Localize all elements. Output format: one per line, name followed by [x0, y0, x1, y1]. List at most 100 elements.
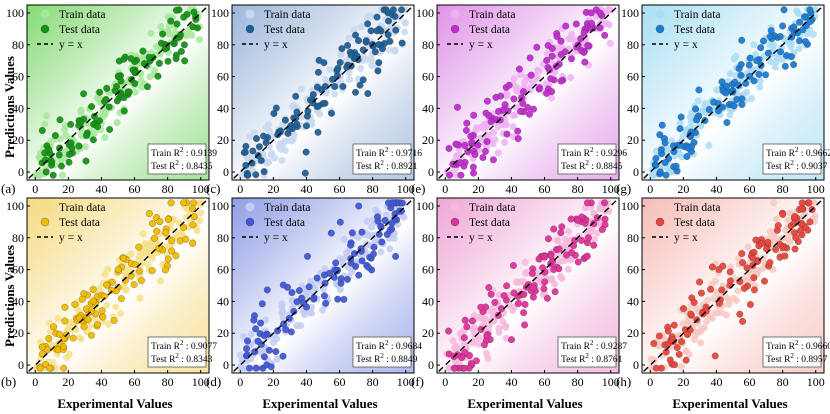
train-point — [262, 316, 270, 324]
test-point — [113, 83, 121, 90]
test-point — [508, 336, 515, 344]
identity-line — [643, 6, 823, 179]
test-point — [738, 36, 746, 44]
train-point — [265, 127, 273, 135]
legend-line-label: y = x — [59, 232, 83, 244]
test-point — [547, 75, 555, 83]
legend-test-label: Test data — [59, 24, 100, 36]
test-point — [367, 27, 375, 35]
test-point — [244, 337, 251, 345]
test-point — [65, 150, 73, 158]
train-point — [197, 199, 205, 207]
test-point — [382, 6, 390, 14]
test-point — [38, 127, 46, 134]
test-point — [56, 330, 64, 338]
test-point — [452, 140, 460, 148]
test-point — [315, 56, 323, 64]
test-point — [701, 117, 709, 124]
test-point — [557, 229, 565, 237]
test-point — [574, 258, 582, 266]
train-point — [787, 43, 795, 51]
train-point — [509, 111, 517, 119]
test-point — [561, 48, 569, 56]
test-point — [98, 307, 106, 315]
train-point — [345, 34, 353, 42]
y-tick-label: 80 — [217, 38, 229, 52]
test-point — [758, 239, 766, 247]
test-point — [730, 102, 738, 110]
test-r2-text: Test R2 : 0.8921 — [356, 159, 418, 172]
x-axis-label-2: Experimental Values — [262, 396, 377, 411]
y-tick-label: 80 — [422, 38, 434, 52]
train-point — [121, 285, 129, 293]
legend-test-marker — [655, 217, 665, 227]
test-point — [652, 161, 660, 169]
test-point — [489, 156, 497, 164]
test-point — [136, 267, 144, 275]
test-point — [601, 31, 609, 39]
x-tick-label: 100 — [397, 182, 415, 196]
train-point — [449, 337, 457, 345]
train-point — [494, 123, 502, 131]
train-r2-text: Train R2 : 0.9716 — [356, 146, 422, 159]
test-point — [45, 335, 53, 343]
test-point — [583, 252, 591, 260]
test-point — [375, 59, 383, 67]
test-point — [590, 241, 598, 249]
legend-train-marker — [655, 202, 665, 212]
test-point — [456, 159, 464, 167]
train-point — [145, 241, 153, 249]
test-point — [557, 77, 565, 85]
test-point — [164, 57, 172, 65]
y-axis-label-bottom: Predictions Values — [2, 245, 17, 347]
test-point — [334, 64, 342, 72]
test-point — [733, 95, 741, 103]
test-point — [514, 127, 522, 135]
x-tick-label: 80 — [572, 375, 584, 389]
train-point — [75, 334, 83, 342]
legend: Train data Test data y = x — [652, 202, 721, 244]
train-point — [759, 254, 767, 262]
train-point — [402, 19, 410, 27]
x-tick-label: 60 — [334, 182, 346, 196]
test-point — [56, 116, 64, 124]
test-point — [661, 159, 669, 166]
test-point — [509, 262, 517, 269]
train-point — [264, 121, 272, 129]
test-point — [693, 116, 700, 124]
train-point — [363, 13, 371, 21]
test-point — [110, 317, 118, 324]
legend-line-label: y = x — [674, 232, 698, 244]
test-point — [718, 78, 726, 86]
test-point — [89, 136, 97, 144]
test-point — [470, 169, 477, 177]
panel-label: (f) — [411, 374, 424, 389]
train-point — [59, 171, 67, 179]
test-point — [723, 119, 731, 126]
y-tick-label: 0 — [223, 165, 229, 179]
legend: Train data Test data y = x — [652, 9, 721, 51]
train-point — [311, 283, 319, 291]
test-point — [543, 56, 551, 64]
test-point — [450, 364, 458, 372]
test-point — [385, 17, 392, 25]
train-point — [678, 363, 686, 371]
test-point — [798, 220, 806, 228]
test-point — [145, 53, 153, 61]
legend-line-label: y = x — [469, 232, 493, 244]
y-tick-label: 60 — [627, 263, 639, 277]
legend-train-marker — [40, 9, 50, 19]
train-point — [769, 234, 777, 242]
x-tick-label: 40 — [710, 182, 722, 196]
test-point — [135, 243, 143, 251]
test-point — [260, 332, 268, 340]
test-point — [334, 295, 342, 303]
test-point — [80, 323, 88, 331]
test-point — [41, 149, 49, 157]
train-point — [43, 112, 51, 120]
test-point — [189, 239, 197, 247]
test-point — [520, 309, 528, 317]
test-point — [683, 153, 691, 160]
test-point — [797, 226, 805, 234]
test-point — [544, 235, 552, 243]
